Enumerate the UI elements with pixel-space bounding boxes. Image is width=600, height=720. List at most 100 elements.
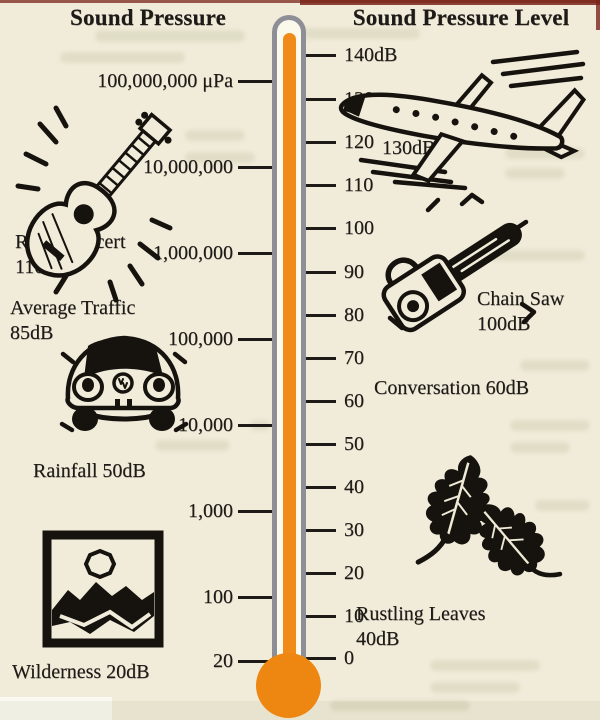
bleed-through-smudge [505, 148, 585, 159]
page-edge-right [596, 0, 600, 30]
label-line: 100dB [477, 313, 531, 335]
tick-line [306, 53, 336, 57]
db-tick-label: 20 [344, 561, 364, 584]
upa-tick-label: 1,000 [188, 499, 233, 522]
db-tick-120: 120 [306, 130, 374, 154]
label-line: 85dB [10, 322, 54, 344]
db-tick-label: 30 [344, 518, 364, 541]
db-tick-label: 40 [344, 475, 364, 498]
car-icon [59, 335, 189, 433]
tick-line [306, 183, 336, 187]
upa-tick-1000: 1,000 [0, 499, 272, 523]
thermometer-mercury [283, 33, 296, 681]
left-title: Sound Pressure [70, 5, 226, 30]
bleed-through-smudge [185, 130, 245, 141]
db-tick-70: 70 [306, 346, 364, 370]
tick-line [306, 571, 336, 575]
tick-line [306, 226, 336, 230]
upa-tick-label: 20 [213, 649, 233, 672]
db-tick-label: 80 [344, 303, 364, 326]
db-tick-label: 0 [344, 646, 354, 669]
label-line: 130dB [382, 137, 436, 159]
tick-line [306, 140, 336, 144]
upa-tick-label: 100,000 [168, 327, 233, 350]
tick-line [238, 337, 272, 341]
bleed-through-smudge [95, 30, 245, 42]
label-average-traffic: Average Traffic 85dB [10, 296, 135, 346]
thermometer-bulb [256, 653, 321, 718]
guitar-icon [15, 105, 173, 303]
db-tick-label: 110 [344, 173, 374, 196]
db-tick-label: 70 [344, 346, 364, 369]
scan-white-patch [0, 697, 112, 720]
bleed-through-smudge [60, 52, 185, 63]
upa-tick-label: 100 [203, 585, 233, 608]
tick-line [306, 97, 336, 101]
upa-tick-10000000: 10,000,000 [0, 155, 272, 179]
label-rustling-leaves: Rustling Leaves 40dB [356, 602, 485, 652]
db-tick-label: 120 [344, 130, 374, 153]
tick-line [306, 442, 336, 446]
db-tick-140: 140dB [306, 43, 397, 67]
bleed-through-smudge [510, 420, 590, 431]
leaves-icon [415, 455, 563, 578]
label-rainfall: Rainfall 50dB [33, 459, 146, 484]
upa-tick-100000: 100,000 [0, 327, 272, 351]
db-tick-90: 90 [306, 260, 364, 284]
tick-line [306, 356, 336, 360]
db-tick-label: 60 [344, 389, 364, 412]
db-tick-80: 80 [306, 303, 364, 327]
upa-tick-20: 20 [0, 649, 272, 673]
db-tick-label: 140dB [344, 43, 398, 66]
label-line: Average Traffic [10, 297, 136, 319]
db-tick-label: 100 [344, 216, 374, 239]
tick-line [238, 595, 272, 599]
upa-tick-label: 10,000,000 [143, 155, 233, 178]
label-chain-saw: Chain Saw 100dB [477, 287, 564, 337]
db-tick-20: 20 [306, 561, 364, 585]
upa-tick-100000000: 100,000,000 μPa [0, 69, 272, 93]
right-title: Sound Pressure Level [352, 5, 570, 30]
bleed-through-smudge [155, 440, 230, 451]
chainsaw-icon [381, 192, 537, 333]
bleed-through-smudge [510, 442, 570, 453]
db-tick-0: 0 [306, 646, 354, 670]
label-wilderness: Wilderness 20dB [12, 660, 150, 685]
bleed-through-smudge [430, 660, 540, 671]
bleed-through-smudge [430, 682, 520, 693]
db-tick-40: 40 [306, 475, 364, 499]
tick-line [238, 509, 272, 513]
db-tick-label: 50 [344, 432, 364, 455]
upa-tick-1000000: 1,000,000 [0, 241, 272, 265]
db-tick-label: 90 [344, 260, 364, 283]
tick-line [238, 79, 272, 83]
label-line: Rainfall 50dB [33, 460, 146, 482]
bleed-through-smudge [300, 28, 420, 39]
tick-line [238, 251, 272, 255]
label-line: Conversation 60dB [374, 377, 529, 399]
page-edge-top-right [300, 0, 600, 5]
tick-line [306, 656, 336, 660]
label-conversation: Conversation 60dB [374, 376, 529, 401]
upa-tick-label: 10,000 [178, 413, 233, 436]
bleed-through-smudge [185, 152, 255, 163]
jet-icon [338, 49, 587, 191]
bleed-through-smudge [490, 250, 585, 261]
db-tick-label: 10 [344, 604, 364, 627]
label-line: Chain Saw [477, 288, 565, 310]
bleed-through-smudge [535, 500, 590, 511]
tick-line [238, 659, 272, 663]
db-tick-10: 10 [306, 604, 364, 628]
db-tick-30: 30 [306, 518, 364, 542]
upa-tick-100: 100 [0, 585, 272, 609]
db-tick-50: 50 [306, 432, 364, 456]
bleed-through-smudge [330, 700, 470, 711]
tick-line [238, 423, 272, 427]
upa-tick-10000: 10,000 [0, 413, 272, 437]
bleed-through-smudge [520, 360, 590, 371]
tick-line [306, 528, 336, 532]
tick-line [306, 614, 336, 618]
label-line: Rustling Leaves [356, 603, 486, 625]
upa-tick-label: 1,000,000 [153, 241, 233, 264]
